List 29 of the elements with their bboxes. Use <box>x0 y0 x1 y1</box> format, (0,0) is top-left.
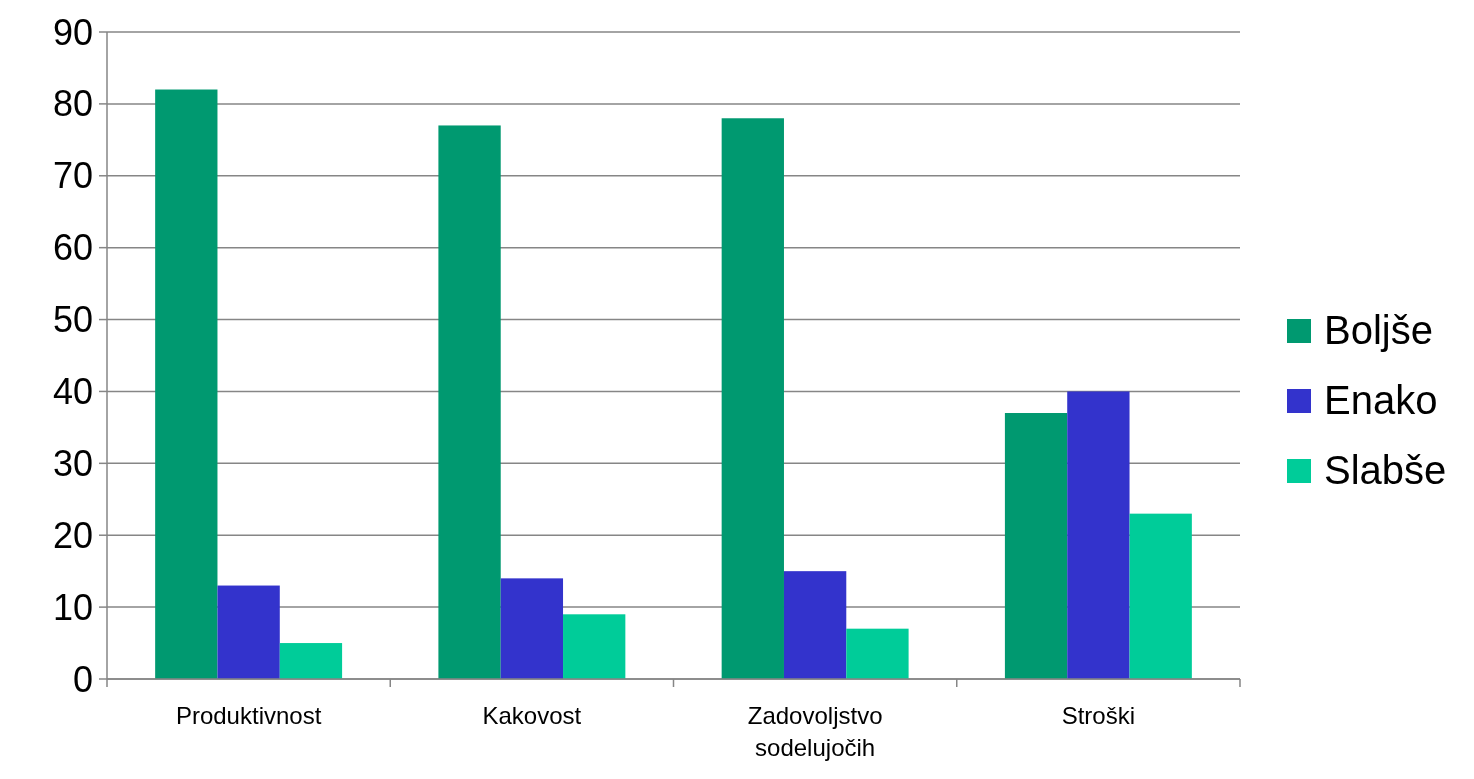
legend-label: Slabše <box>1324 448 1447 492</box>
bar <box>783 571 847 679</box>
y-tick-label: 10 <box>52 586 93 628</box>
bar <box>1004 413 1068 679</box>
y-tick-label: 30 <box>52 442 93 484</box>
x-tick-label: Zadovoljstvo sodelujočih <box>747 702 883 761</box>
bar <box>1067 391 1130 679</box>
bar <box>1129 513 1192 679</box>
y-tick-label: 70 <box>52 155 93 197</box>
x-tick-label: Stroški <box>1061 702 1136 729</box>
x-tick-label: Produktivnost <box>175 702 322 729</box>
y-tick-label: 40 <box>52 371 93 413</box>
y-tick-label: 90 <box>52 11 93 53</box>
bar <box>563 614 626 679</box>
y-tick-label: 50 <box>52 299 93 341</box>
legend-label: Enako <box>1324 378 1438 422</box>
bar <box>279 643 343 679</box>
y-tick-label: 20 <box>52 514 93 556</box>
bar <box>438 125 501 679</box>
y-tick-label: 80 <box>52 83 93 125</box>
bar <box>500 578 564 679</box>
bar <box>217 585 280 679</box>
y-tick-label: 0 <box>72 658 93 700</box>
bar <box>721 118 784 679</box>
legend-label: Boljše <box>1324 308 1433 352</box>
y-tick-label: 60 <box>52 227 93 269</box>
bar <box>155 89 218 679</box>
bar <box>846 628 909 679</box>
x-tick-label: Kakovost <box>482 702 582 729</box>
